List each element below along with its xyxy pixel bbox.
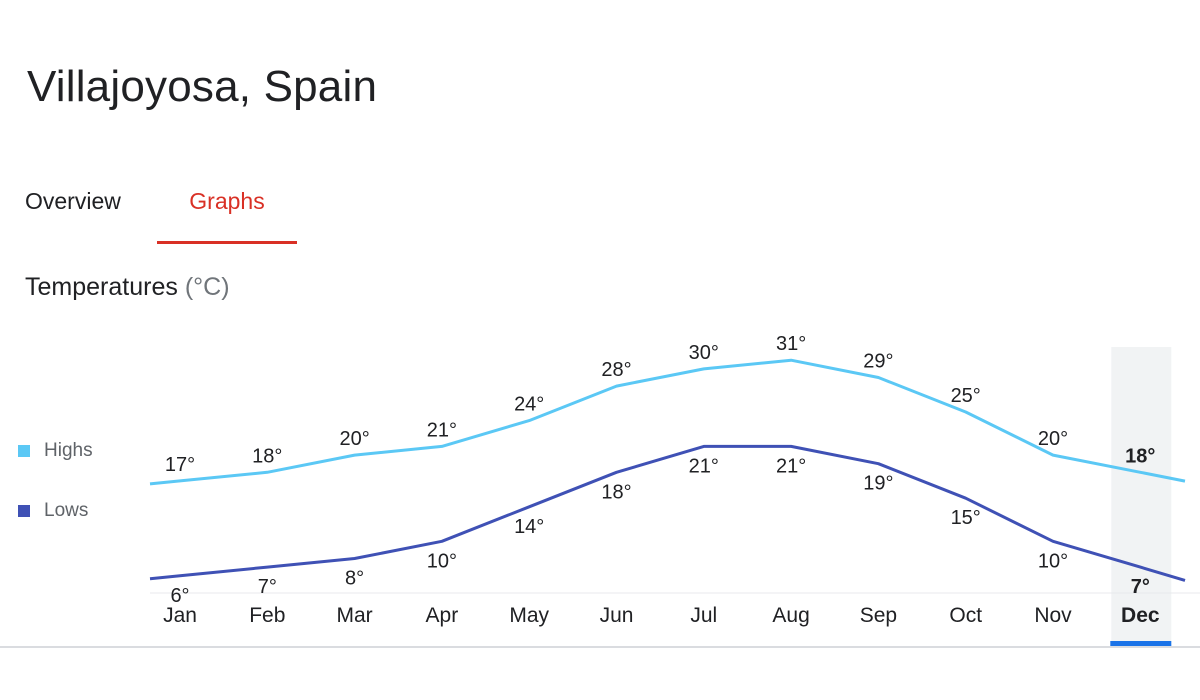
data-label-highs-oct: 25° xyxy=(951,385,981,407)
x-tick-label-dec: Dec xyxy=(1121,604,1160,627)
data-label-highs-mar: 20° xyxy=(339,428,369,450)
legend-label-lows: Lows xyxy=(44,500,89,521)
x-tick-label-apr: Apr xyxy=(426,604,459,627)
legend-label-highs: Highs xyxy=(44,440,93,461)
tab-graphs[interactable]: Graphs xyxy=(157,180,297,244)
data-label-highs-nov: 20° xyxy=(1038,428,1068,450)
data-label-lows-dec: 7° xyxy=(1131,576,1150,598)
page-title: Villajoyosa, Spain xyxy=(27,62,378,111)
section-unit: (°C) xyxy=(184,273,230,301)
data-label-lows-jul: 21° xyxy=(689,455,719,477)
legend-item-highs: Highs xyxy=(18,440,93,462)
x-tick-label-jan: Jan xyxy=(163,604,197,627)
data-label-lows-mar: 8° xyxy=(345,568,364,590)
selected-month-indicator xyxy=(1110,641,1172,646)
data-label-highs-jun: 28° xyxy=(601,359,631,381)
x-tick-label-may: May xyxy=(509,604,549,627)
data-label-highs-apr: 21° xyxy=(427,419,457,441)
data-label-lows-sep: 19° xyxy=(863,473,893,495)
bottom-divider xyxy=(0,646,1200,648)
data-label-highs-feb: 18° xyxy=(252,445,282,467)
section-label: Temperatures xyxy=(25,273,178,301)
data-label-highs-dec: 18° xyxy=(1125,445,1155,467)
data-label-highs-jan: 17° xyxy=(165,454,195,476)
data-label-highs-sep: 29° xyxy=(863,350,893,372)
data-label-lows-jan: 6° xyxy=(170,585,189,607)
data-label-lows-oct: 15° xyxy=(951,507,981,529)
x-tick-label-aug: Aug xyxy=(772,604,809,627)
x-tick-label-jun: Jun xyxy=(600,604,634,627)
tab-bar: Overview Graphs xyxy=(0,180,400,244)
section-heading: Temperatures (°C) xyxy=(25,273,230,302)
active-tab-indicator xyxy=(157,241,297,244)
tab-overview[interactable]: Overview xyxy=(25,180,145,244)
x-tick-label-mar: Mar xyxy=(337,604,373,627)
tab-graphs-label: Graphs xyxy=(189,188,265,214)
data-label-lows-apr: 10° xyxy=(427,550,457,572)
data-label-lows-jun: 18° xyxy=(601,481,631,503)
data-label-highs-aug: 31° xyxy=(776,333,806,355)
legend-swatch-highs xyxy=(18,445,30,457)
tab-overview-label: Overview xyxy=(25,188,121,214)
data-label-lows-aug: 21° xyxy=(776,455,806,477)
selected-column-highlight xyxy=(1111,347,1172,647)
x-tick-label-jul: Jul xyxy=(690,604,717,627)
series-line-highs xyxy=(149,358,1186,486)
series-line-lows xyxy=(149,444,1186,582)
data-label-lows-nov: 10° xyxy=(1038,550,1068,572)
data-label-highs-may: 24° xyxy=(514,394,544,416)
data-label-highs-jul: 30° xyxy=(689,342,719,364)
x-tick-label-oct: Oct xyxy=(949,604,982,627)
legend-item-lows: Lows xyxy=(18,500,88,522)
legend-swatch-lows xyxy=(18,505,30,517)
x-tick-label-nov: Nov xyxy=(1034,604,1072,627)
x-tick-label-sep: Sep xyxy=(860,604,897,627)
x-tick-label-feb: Feb xyxy=(249,604,285,627)
data-label-lows-may: 14° xyxy=(514,516,544,538)
data-label-lows-feb: 7° xyxy=(258,576,277,598)
